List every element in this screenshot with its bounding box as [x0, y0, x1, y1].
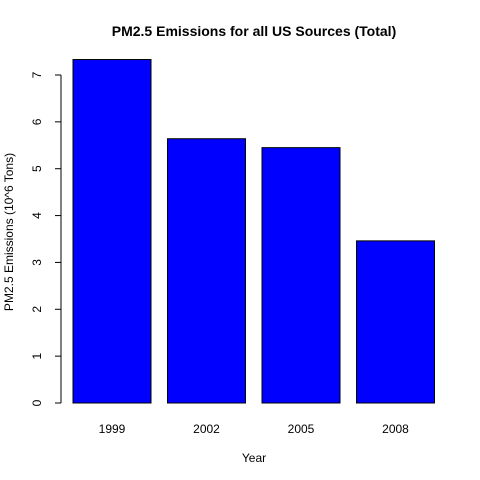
bar-2008: [356, 240, 435, 404]
bar-2005: [261, 147, 341, 404]
y-tick-label: 6: [30, 118, 44, 125]
bar-2002: [167, 138, 246, 404]
y-tick-label: 7: [30, 71, 44, 78]
y-tick-label: 1: [30, 352, 44, 359]
y-tick-label: 4: [30, 212, 44, 219]
x-tick-label-2005: 2005: [288, 422, 315, 436]
chart-title: PM2.5 Emissions for all US Sources (Tota…: [112, 23, 396, 39]
x-tick-label-2002: 2002: [193, 422, 220, 436]
y-axis: 0 1 2 3 4 5 6 7: [30, 71, 62, 406]
y-axis-label: PM2.5 Emissions (10^6 Tons): [2, 153, 16, 311]
x-tick-label-1999: 1999: [99, 422, 126, 436]
x-tick-label-2008: 2008: [382, 422, 409, 436]
y-tick-label: 0: [30, 399, 44, 406]
bars-group: [72, 59, 435, 404]
bar-1999: [72, 59, 152, 404]
x-axis-label: Year: [242, 451, 266, 465]
y-tick-label: 2: [30, 306, 44, 313]
x-tick-labels: 1999 2002 2005 2008: [99, 422, 410, 436]
y-tick-label: 3: [30, 259, 44, 266]
y-tick-label: 5: [30, 165, 44, 172]
